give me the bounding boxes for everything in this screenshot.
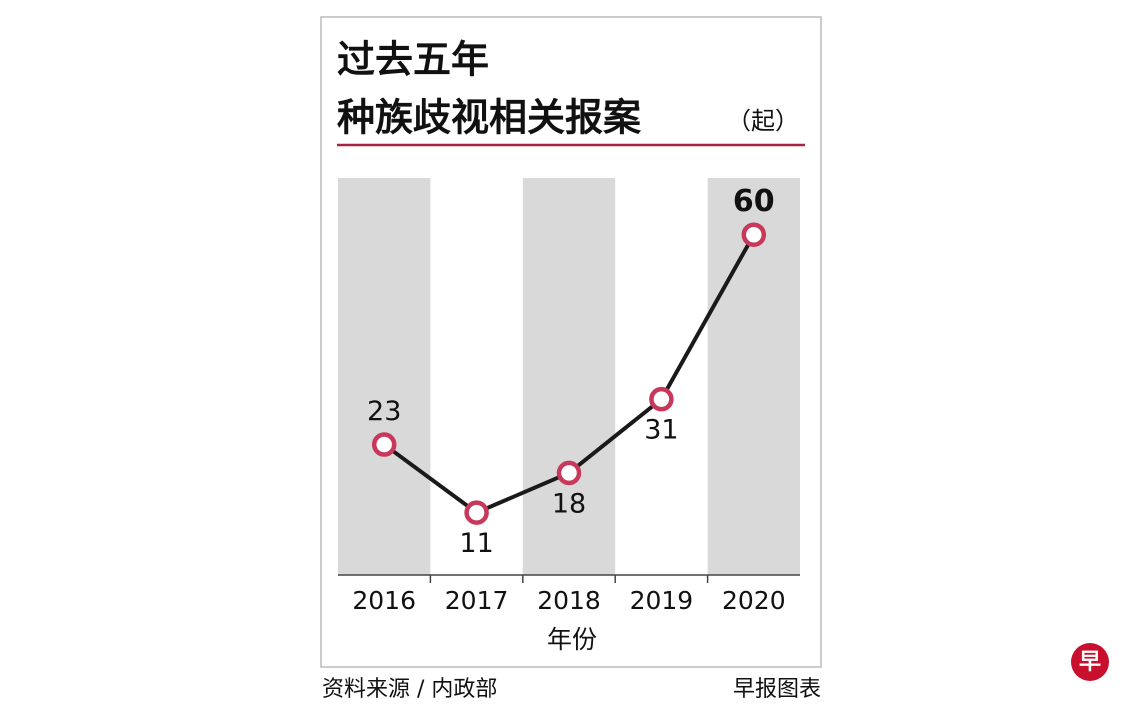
chart-title: 过去五年	[337, 38, 489, 82]
data-label: 18	[552, 488, 586, 519]
x-tick-label: 2016	[352, 586, 416, 615]
logo: 早	[1079, 650, 1101, 675]
data-label: 31	[644, 415, 678, 446]
marker	[371, 432, 397, 457]
logo-badge	[1071, 643, 1109, 681]
band	[522, 178, 616, 575]
x-axis-label: 年份	[547, 625, 597, 654]
chart-subtitle: 种族歧视相关报案	[337, 96, 642, 140]
marker	[741, 222, 767, 247]
x-tick-label: 2019	[630, 586, 694, 615]
unit-label: （起）	[727, 107, 799, 135]
data-label: 11	[459, 528, 493, 559]
x-tick-label: 2020	[722, 586, 786, 615]
marker	[464, 500, 489, 525]
band	[338, 178, 431, 575]
data-label: 60	[733, 184, 775, 219]
marker	[556, 460, 582, 486]
data-label: 23	[367, 396, 401, 427]
x-tick-label: 2018	[537, 586, 601, 615]
x-tick-label: 2017	[445, 586, 509, 615]
source: 资料来源 / 内政部	[322, 677, 497, 702]
credit: 早报图表	[733, 677, 821, 702]
marker	[649, 386, 674, 412]
